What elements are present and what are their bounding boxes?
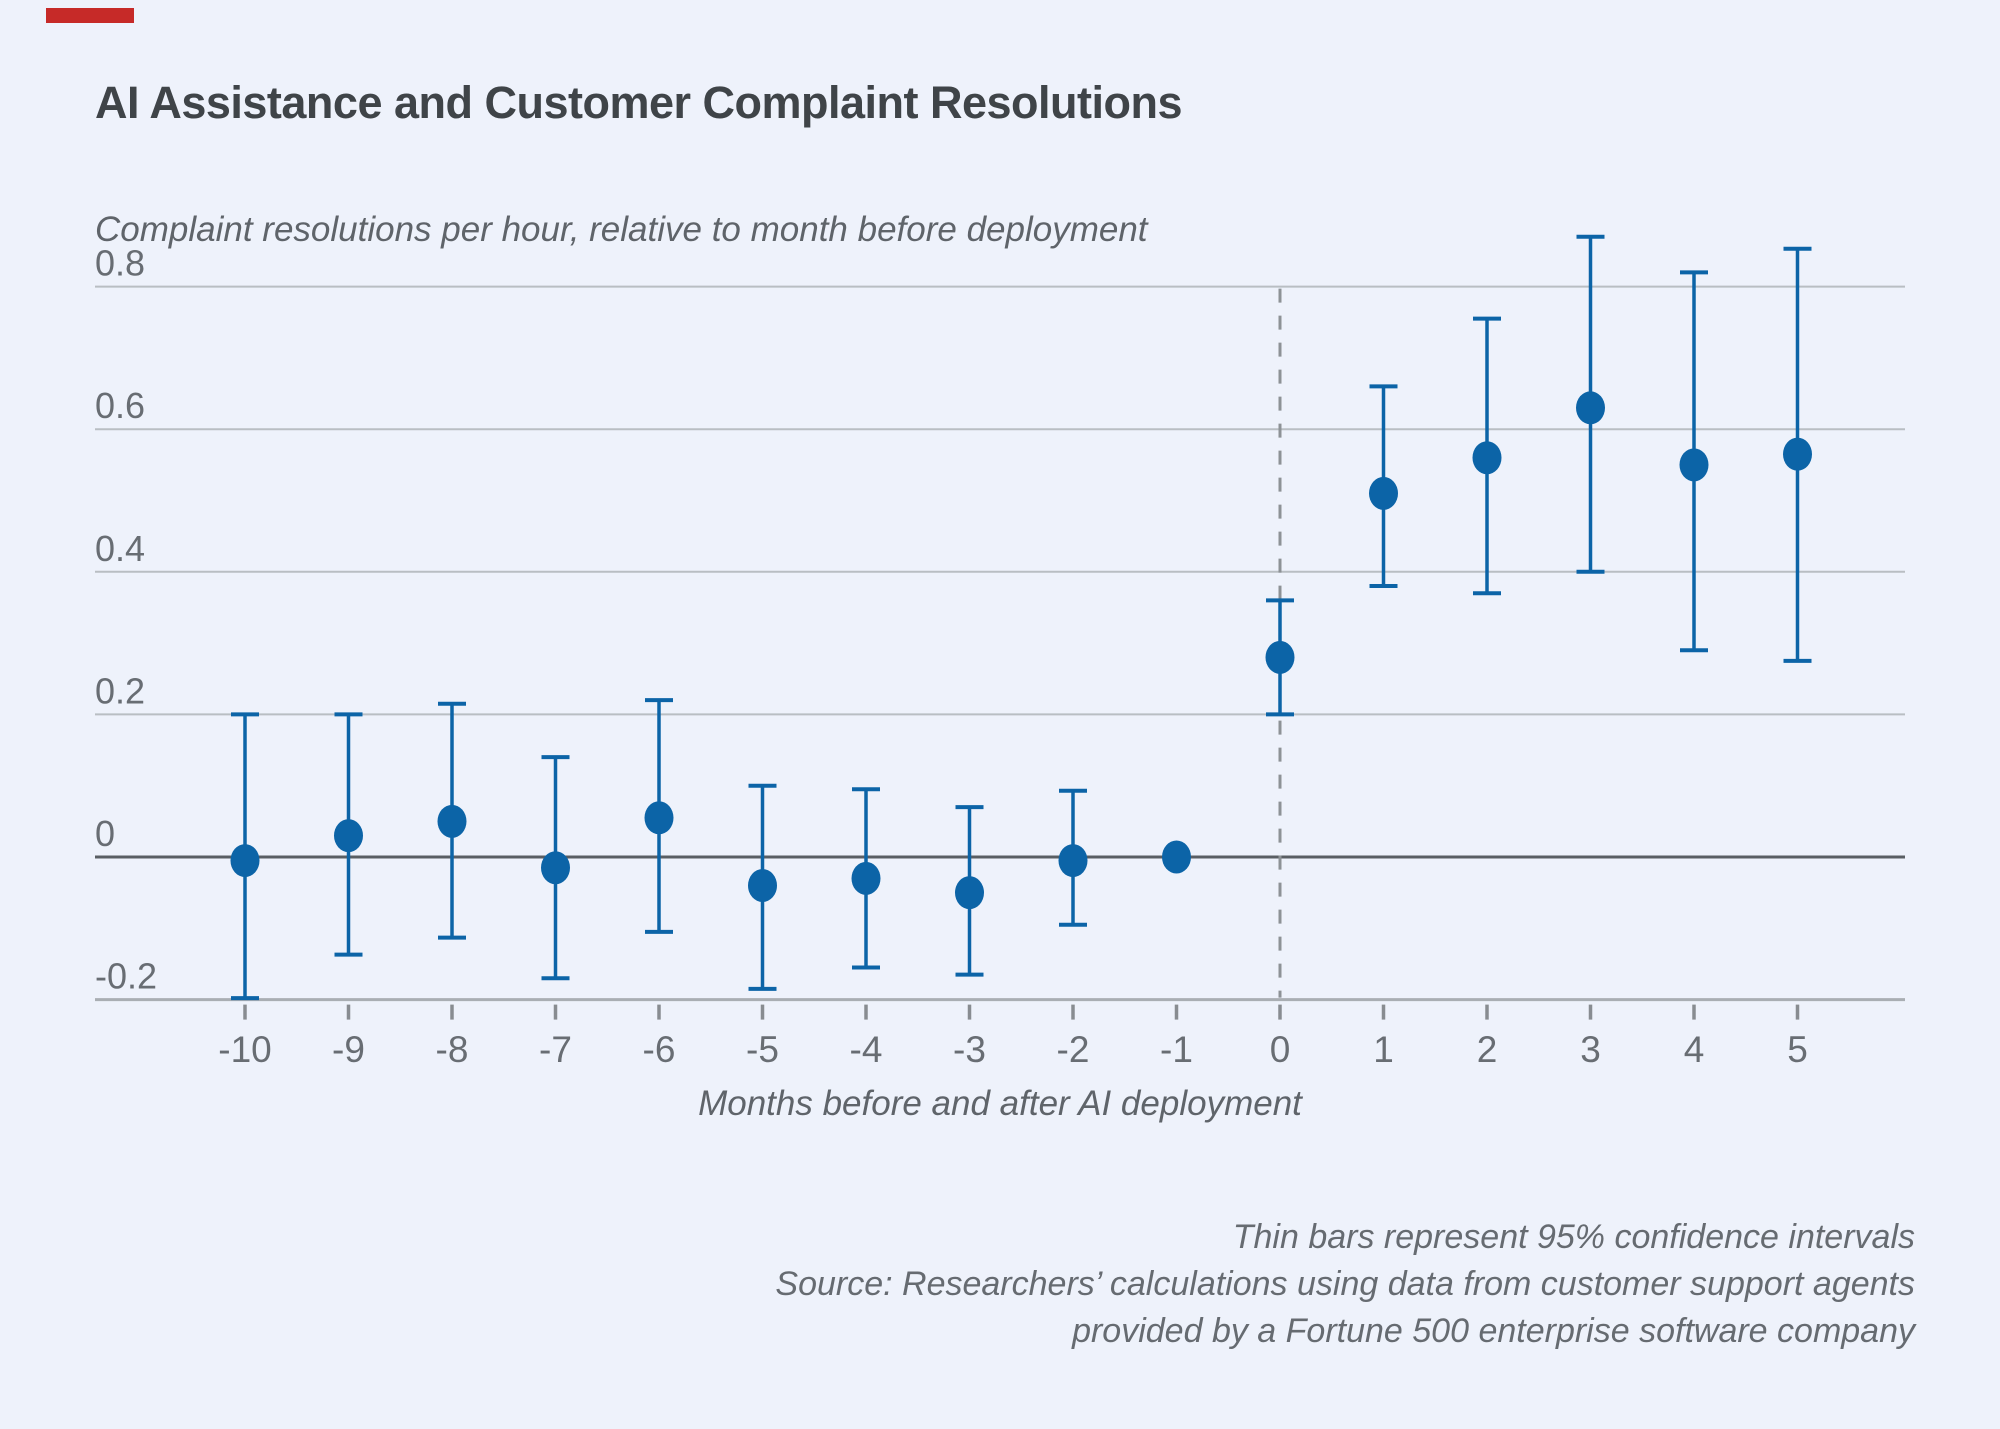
point-estimate (1679, 448, 1709, 482)
x-tick-label: -9 (332, 1029, 365, 1070)
point-estimate (1058, 844, 1088, 878)
y-tick-label: 0.6 (95, 385, 145, 426)
x-tick-label: -1 (1160, 1029, 1193, 1070)
point-estimate (334, 819, 363, 853)
x-tick-label: 3 (1580, 1029, 1601, 1070)
x-tick-label: -2 (1057, 1029, 1090, 1070)
point-estimate (1265, 640, 1295, 674)
point-estimate (230, 844, 260, 878)
point-estimate (437, 804, 467, 838)
x-tick-label: -5 (746, 1029, 779, 1070)
footnote-ci-note: Thin bars represent 95% confidence inter… (1232, 1218, 1915, 1256)
point-estimate (1162, 840, 1191, 874)
x-tick-label: 2 (1477, 1029, 1498, 1070)
x-tick-label: -10 (218, 1029, 271, 1070)
point-estimate (955, 876, 984, 910)
y-tick-label: 0.4 (95, 528, 145, 569)
point-estimate (1369, 476, 1398, 510)
x-tick-label: -3 (953, 1029, 986, 1070)
point-estimate (1472, 441, 1502, 475)
x-tick-label: -4 (850, 1029, 883, 1070)
point-estimate (1783, 437, 1812, 471)
x-tick-label: 0 (1270, 1029, 1291, 1070)
chart-title: AI Assistance and Customer Complaint Res… (95, 77, 1183, 128)
accent-bar (46, 8, 134, 23)
point-estimate (1576, 391, 1605, 425)
x-tick-label: -7 (539, 1029, 572, 1070)
y-tick-label: 0.8 (95, 243, 145, 284)
x-tick-label: -6 (643, 1029, 676, 1070)
point-estimate (541, 851, 570, 885)
x-tick-label: 4 (1684, 1029, 1705, 1070)
y-tick-label: 0.2 (95, 670, 145, 711)
x-tick-label: 1 (1373, 1029, 1394, 1070)
footnotes: Thin bars represent 95% confidence inter… (515, 1214, 1915, 1355)
x-tick-label: 5 (1787, 1029, 1808, 1070)
point-estimate (748, 869, 777, 903)
footnote-source-line2: provided by a Fortune 500 enterprise sof… (1072, 1312, 1915, 1350)
y-tick-label: -0.2 (95, 956, 157, 997)
point-estimate (851, 861, 881, 895)
footnote-source-line1: Source: Researchers’ calculations using … (775, 1265, 1915, 1303)
x-tick-label: -8 (436, 1029, 469, 1070)
point-estimate (644, 801, 674, 835)
x-axis-title: Months before and after AI deployment (698, 1084, 1302, 1123)
y-axis-note: Complaint resolutions per hour, relative… (95, 210, 1148, 249)
y-tick-label: 0 (95, 813, 115, 854)
